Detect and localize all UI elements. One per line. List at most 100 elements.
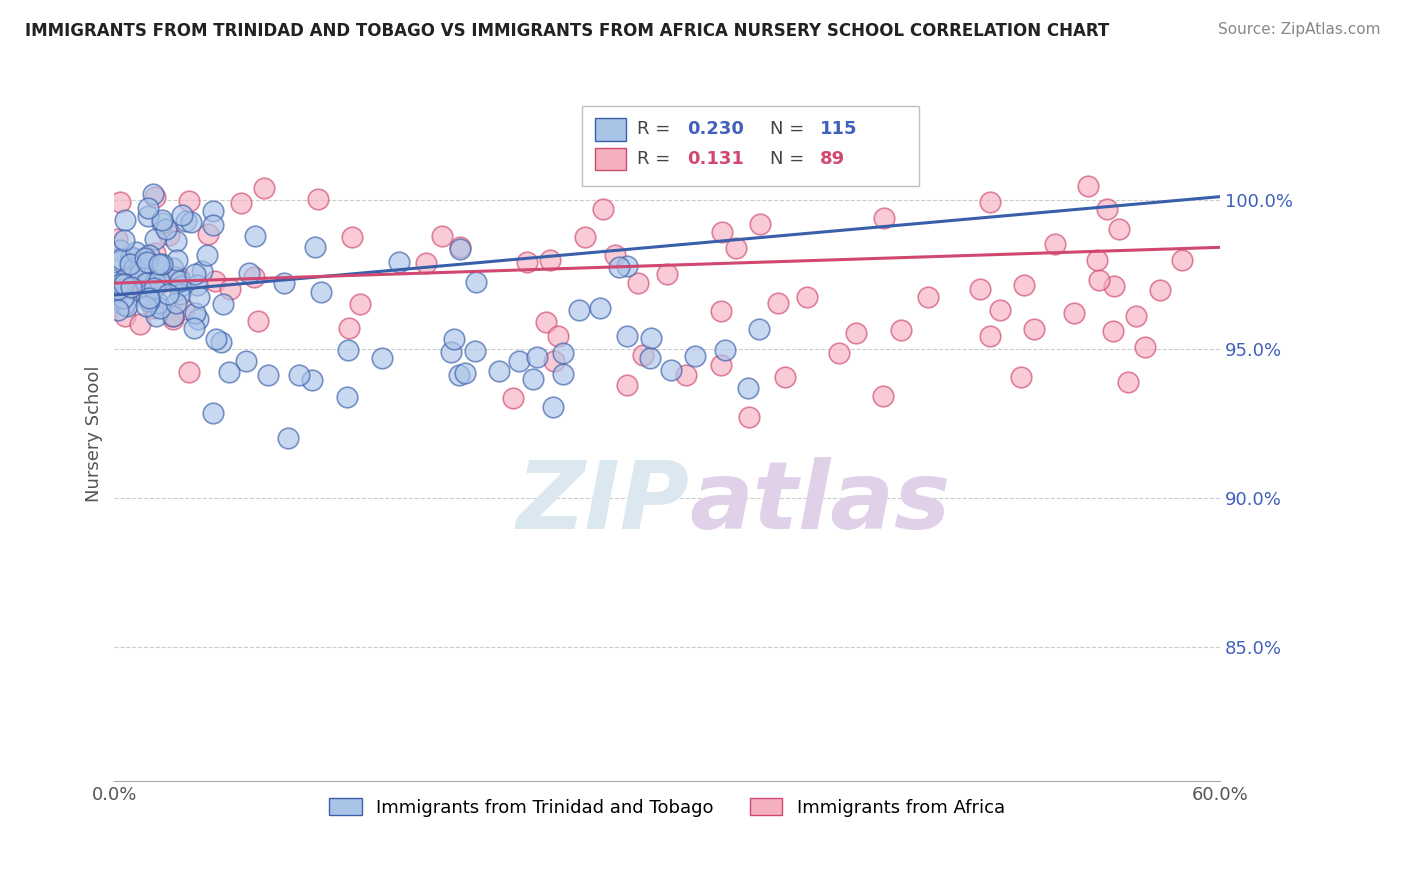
Point [349, 297, 371, 311]
Point [146, 295, 169, 310]
Point [1077, 178, 1099, 193]
Point [273, 277, 295, 291]
Point [142, 301, 165, 315]
Point [143, 274, 166, 288]
Point [136, 260, 159, 275]
Point [170, 278, 193, 293]
Point [202, 203, 225, 218]
Point [157, 228, 180, 243]
Point [169, 287, 191, 301]
Point [1116, 375, 1139, 389]
Point [1010, 370, 1032, 384]
Point [156, 287, 179, 301]
Point [388, 255, 411, 269]
Point [115, 282, 138, 296]
Point [502, 391, 524, 405]
Point [195, 247, 218, 261]
Point [541, 400, 564, 414]
Point [187, 290, 209, 304]
Point [150, 212, 173, 227]
Point [148, 257, 170, 271]
Point [122, 260, 145, 275]
Point [202, 405, 225, 419]
Point [969, 283, 991, 297]
Point [979, 194, 1001, 209]
Point [120, 250, 142, 264]
Point [516, 255, 538, 269]
Point [173, 301, 195, 316]
Point [845, 326, 868, 341]
Text: 115: 115 [820, 120, 858, 138]
Point [574, 229, 596, 244]
Point [522, 372, 544, 386]
Text: N =: N = [770, 120, 810, 138]
Point [184, 267, 207, 281]
Point [709, 358, 731, 372]
Point [1101, 324, 1123, 338]
Point [165, 235, 187, 249]
Point [110, 195, 132, 210]
Point [179, 365, 201, 379]
Point [748, 322, 770, 336]
Point [115, 299, 138, 313]
Point [336, 390, 359, 404]
FancyBboxPatch shape [595, 148, 626, 170]
Text: atlas: atlas [689, 457, 950, 549]
Point [796, 290, 818, 304]
Point [917, 290, 939, 304]
Text: ZIP: ZIP [516, 457, 689, 549]
Point [152, 216, 174, 230]
Point [543, 353, 565, 368]
Point [737, 381, 759, 395]
Point [112, 277, 135, 292]
Point [138, 293, 160, 308]
Point [174, 214, 197, 228]
Point [117, 268, 139, 282]
Point [150, 257, 173, 271]
Point [657, 267, 679, 281]
Point [1088, 273, 1111, 287]
Point [136, 201, 159, 215]
Point [110, 252, 132, 267]
Point [449, 240, 471, 254]
Point [121, 252, 143, 266]
Point [108, 243, 131, 257]
Point [640, 331, 662, 345]
Point [749, 217, 772, 231]
Point [440, 345, 463, 359]
Point [616, 378, 638, 392]
Point [659, 363, 682, 377]
Point [105, 275, 128, 289]
Point [218, 282, 240, 296]
Point [547, 328, 569, 343]
Text: R =: R = [637, 150, 682, 169]
Point [988, 303, 1011, 318]
Point [197, 227, 219, 241]
Point [337, 321, 360, 335]
Point [464, 343, 486, 358]
Point [340, 229, 363, 244]
Point [607, 260, 630, 274]
Point [211, 335, 233, 350]
Point [616, 329, 638, 343]
Point [247, 313, 270, 327]
Point [1108, 222, 1130, 236]
Point [551, 346, 574, 360]
Point [568, 303, 591, 318]
Text: R =: R = [637, 120, 676, 138]
Point [107, 281, 129, 295]
Point [183, 305, 205, 319]
Point [172, 208, 194, 222]
Point [724, 241, 747, 255]
Point [169, 269, 191, 284]
Point [211, 296, 233, 310]
Point [627, 276, 650, 290]
Point [872, 389, 894, 403]
Point [177, 194, 200, 209]
Point [1133, 341, 1156, 355]
Point [112, 291, 135, 305]
Point [201, 218, 224, 232]
Point [1012, 278, 1035, 293]
Point [229, 195, 252, 210]
Point [449, 368, 471, 382]
